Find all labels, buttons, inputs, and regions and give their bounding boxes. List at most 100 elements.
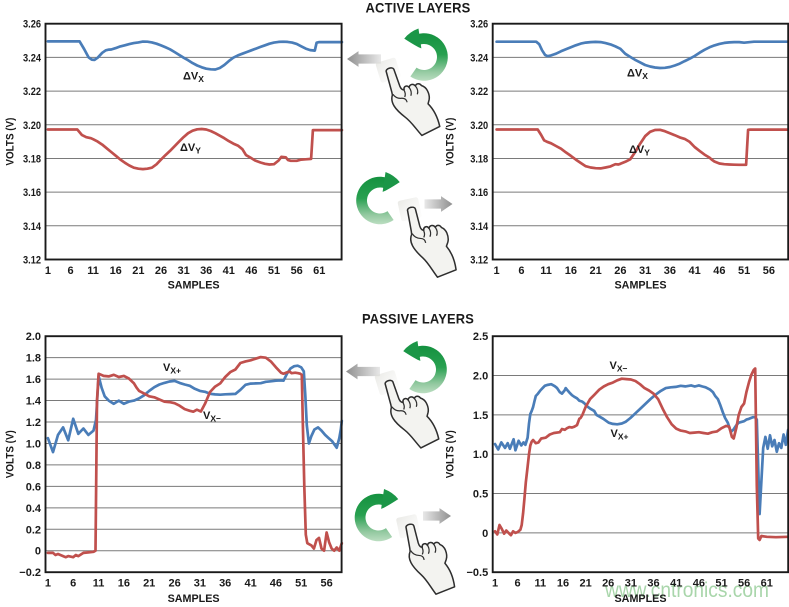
svg-text:16: 16	[557, 578, 569, 590]
svg-text:ΔVX: ΔVX	[183, 71, 204, 85]
svg-text:VX+: VX+	[611, 428, 629, 442]
svg-text:56: 56	[763, 265, 775, 277]
svg-text:1: 1	[45, 578, 51, 590]
svg-text:VX−: VX−	[610, 360, 628, 374]
svg-text:36: 36	[647, 578, 659, 590]
svg-text:3.12: 3.12	[23, 255, 41, 267]
svg-text:VOLTS (V): VOLTS (V)	[5, 117, 17, 165]
svg-text:0.2: 0.2	[26, 524, 41, 536]
svg-text:2.0: 2.0	[473, 371, 488, 383]
svg-text:6: 6	[515, 578, 521, 590]
svg-text:VOLTS (V): VOLTS (V)	[5, 430, 17, 478]
svg-text:3.14: 3.14	[470, 221, 489, 233]
svg-text:ACTIVE LAYERS: ACTIVE LAYERS	[366, 0, 471, 15]
svg-text:46: 46	[713, 265, 725, 277]
svg-text:1: 1	[492, 578, 498, 590]
svg-text:11: 11	[534, 578, 546, 590]
svg-text:21: 21	[579, 578, 591, 590]
svg-text:1.4: 1.4	[26, 396, 42, 408]
svg-text:VX−: VX−	[203, 410, 221, 424]
svg-text:0.4: 0.4	[26, 503, 42, 515]
svg-text:3.20: 3.20	[470, 120, 488, 132]
svg-text:SAMPLES: SAMPLES	[168, 280, 220, 292]
svg-text:1: 1	[45, 265, 51, 277]
svg-text:ΔVX: ΔVX	[627, 68, 648, 82]
svg-text:11: 11	[87, 265, 99, 277]
svg-text:2.0: 2.0	[26, 331, 41, 343]
svg-text:−0.2: −0.2	[19, 567, 41, 579]
svg-text:1.2: 1.2	[26, 417, 41, 429]
svg-text:21: 21	[132, 265, 144, 277]
svg-text:3.26: 3.26	[470, 19, 488, 31]
svg-text:SAMPLES: SAMPLES	[168, 593, 220, 605]
svg-text:16: 16	[565, 265, 577, 277]
svg-text:26: 26	[155, 265, 167, 277]
svg-text:SAMPLES: SAMPLES	[615, 280, 667, 292]
svg-text:1.6: 1.6	[26, 374, 41, 386]
svg-text:SAMPLES: SAMPLES	[615, 593, 667, 605]
svg-text:51: 51	[715, 578, 727, 590]
svg-text:21: 21	[589, 265, 601, 277]
svg-text:VOLTS (V): VOLTS (V)	[445, 430, 457, 478]
svg-text:51: 51	[295, 578, 307, 590]
svg-text:31: 31	[639, 265, 651, 277]
svg-text:3.22: 3.22	[470, 86, 488, 98]
svg-text:1.8: 1.8	[26, 353, 41, 365]
svg-text:3.18: 3.18	[470, 153, 488, 165]
svg-text:0: 0	[482, 528, 488, 540]
svg-text:56: 56	[738, 578, 750, 590]
svg-text:41: 41	[244, 578, 256, 590]
svg-text:11: 11	[93, 578, 105, 590]
svg-text:−0.5: −0.5	[466, 567, 488, 579]
svg-text:PASSIVE LAYERS: PASSIVE LAYERS	[362, 310, 474, 326]
svg-text:61: 61	[313, 265, 325, 277]
svg-text:16: 16	[110, 265, 122, 277]
svg-text:56: 56	[320, 578, 332, 590]
svg-text:1.5: 1.5	[473, 410, 488, 422]
svg-text:1.0: 1.0	[473, 449, 488, 461]
svg-text:2.5: 2.5	[473, 331, 488, 343]
svg-text:6: 6	[67, 265, 73, 277]
svg-text:0.6: 0.6	[26, 481, 41, 493]
svg-text:0: 0	[35, 546, 41, 558]
svg-text:ΔVY: ΔVY	[629, 144, 650, 158]
svg-text:46: 46	[270, 578, 282, 590]
svg-text:VOLTS (V): VOLTS (V)	[445, 117, 457, 165]
svg-text:46: 46	[693, 578, 705, 590]
svg-text:16: 16	[118, 578, 130, 590]
svg-text:0.5: 0.5	[473, 489, 488, 501]
svg-text:3.16: 3.16	[470, 187, 488, 199]
svg-text:31: 31	[625, 578, 637, 590]
svg-text:31: 31	[177, 265, 189, 277]
svg-text:3.22: 3.22	[23, 86, 41, 98]
svg-text:51: 51	[268, 265, 280, 277]
svg-text:36: 36	[219, 578, 231, 590]
svg-text:3.14: 3.14	[23, 221, 42, 233]
svg-text:3.24: 3.24	[470, 52, 489, 64]
svg-text:26: 26	[602, 578, 614, 590]
svg-text:61: 61	[761, 578, 773, 590]
svg-text:1.0: 1.0	[26, 439, 41, 451]
svg-text:3.18: 3.18	[23, 153, 41, 165]
svg-text:21: 21	[143, 578, 155, 590]
svg-text:3.20: 3.20	[23, 120, 41, 132]
svg-text:26: 26	[168, 578, 180, 590]
svg-text:31: 31	[194, 578, 206, 590]
svg-text:3.26: 3.26	[23, 19, 41, 31]
svg-text:1: 1	[494, 265, 500, 277]
svg-text:56: 56	[291, 265, 303, 277]
svg-text:36: 36	[200, 265, 212, 277]
svg-text:41: 41	[223, 265, 235, 277]
svg-text:41: 41	[670, 578, 682, 590]
svg-text:11: 11	[540, 265, 552, 277]
svg-text:41: 41	[688, 265, 700, 277]
svg-text:3.16: 3.16	[23, 187, 41, 199]
svg-text:www.cntronics.com: www.cntronics.com	[604, 579, 769, 602]
svg-text:6: 6	[70, 578, 76, 590]
svg-text:26: 26	[614, 265, 626, 277]
svg-text:3.12: 3.12	[470, 255, 488, 267]
svg-text:VX+: VX+	[163, 362, 181, 376]
svg-text:3.24: 3.24	[23, 52, 42, 64]
svg-text:0.8: 0.8	[26, 460, 41, 472]
svg-text:51: 51	[738, 265, 750, 277]
